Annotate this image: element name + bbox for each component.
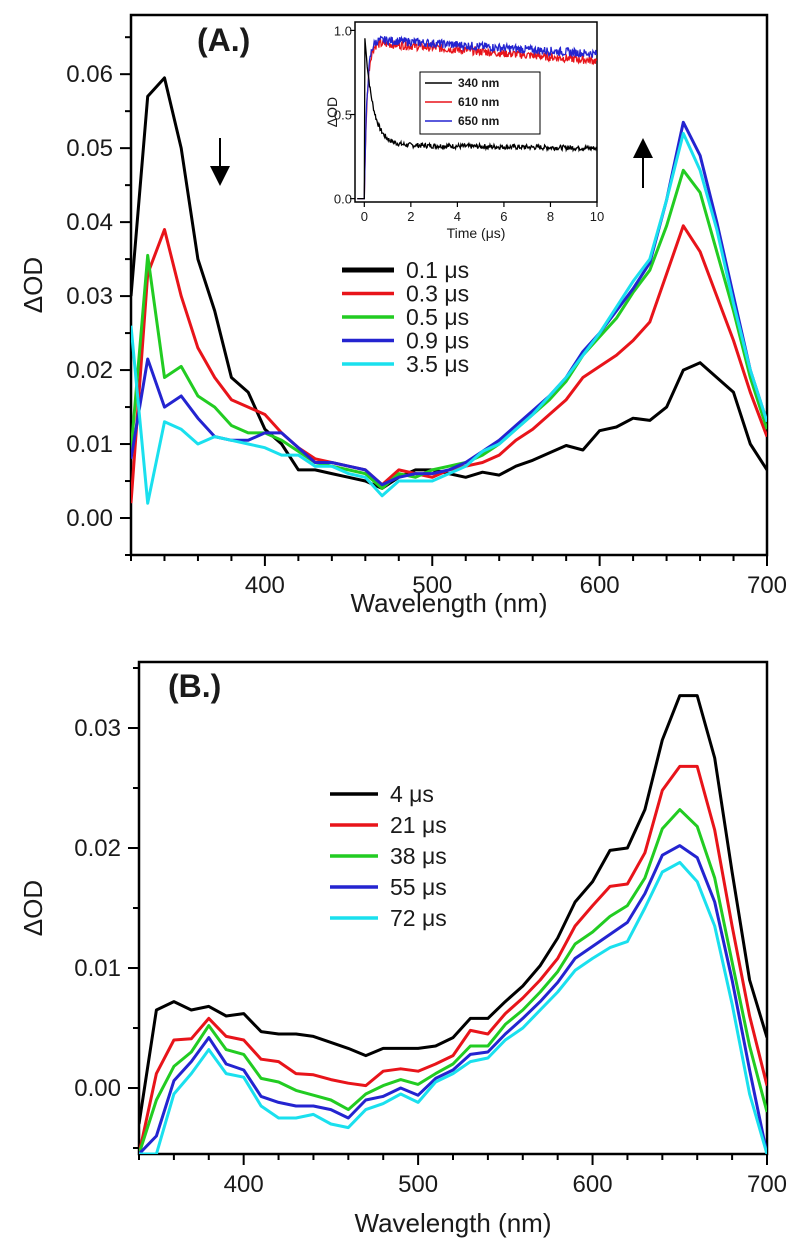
- x-tick-label-b: 500: [398, 1171, 438, 1198]
- legend-label-b-2: 38 μs: [390, 843, 447, 869]
- panel-a: 400 500 600 7000.000.010.020.030.040.050.06…: [18, 13, 787, 618]
- inset-traces: [357, 35, 597, 200]
- inset-y-title: ΔOD: [324, 97, 340, 127]
- inset-y-tick-label: 0.5: [334, 108, 352, 123]
- y-axis-title-b: ΔOD: [18, 880, 48, 936]
- legend-label-a-1: 0.3 μs: [406, 281, 469, 307]
- panel-label-b: (B.): [168, 668, 221, 704]
- panel-label-a: (A.): [197, 22, 250, 58]
- y-tick-label-a: 0.00: [66, 505, 113, 532]
- legend-label-a-3: 0.9 μs: [406, 328, 469, 354]
- inset-plot: 0 2 4 6 8 10 0.0 0.5 1.0 Time (μs) ΔOD 340 nm 610 nm…: [324, 21, 604, 241]
- x-tick-label-b: 400: [224, 1171, 264, 1198]
- inset-y-tick-label: 0.0: [334, 192, 352, 207]
- legend-label-b-3: 55 μs: [390, 874, 447, 900]
- inset-x-tick-label: 2: [407, 209, 414, 224]
- inset-x-tick-label: 8: [547, 209, 554, 224]
- x-axis-title-a: Wavelength (nm): [351, 588, 548, 618]
- legend-label-a-4: 3.5 μs: [406, 351, 469, 377]
- y-axis-title-a: ΔOD: [18, 257, 48, 313]
- inset-x-tick-label: 6: [500, 209, 507, 224]
- y-tick-label-a: 0.06: [66, 61, 113, 88]
- legend-label-b-1: 21 μs: [390, 812, 447, 838]
- legend-b: 4 μs 21 μs 38 μs 55 μs 72 μs: [330, 781, 447, 931]
- x-tick-label-b: 700: [747, 1171, 787, 1198]
- legend-label-a-0: 0.1 μs: [406, 257, 469, 283]
- series-group-b: [139, 694, 767, 1154]
- y-tick-label-b: 0.01: [74, 955, 121, 982]
- legend-label-b-0: 4 μs: [390, 781, 434, 807]
- series-line-a-2: [131, 168, 767, 490]
- y-tick-label-b: 0.02: [74, 835, 121, 862]
- y-tick-label-a: 0.04: [66, 209, 113, 236]
- inset-y-tick-label: 1.0: [334, 23, 352, 38]
- y-tick-label-a: 0.05: [66, 135, 113, 162]
- inset-legend-label-1: 610 nm: [458, 95, 499, 109]
- x-tick-label-a: 500: [412, 572, 452, 599]
- y-tick-label-b: 0.03: [74, 715, 121, 742]
- panel-b: 400 500 600 700 0.00 0.01 0.02 0.03 Wavelength (…: [18, 660, 787, 1238]
- series-group-a: [131, 76, 767, 505]
- y-tick-label-b: 0.00: [74, 1075, 121, 1102]
- legend-label-a-2: 0.5 μs: [406, 304, 469, 330]
- x-tick-label-a: 400: [245, 572, 285, 599]
- y-tick-label-a: 0.02: [66, 357, 113, 384]
- plot-frame-b: [137, 660, 769, 1156]
- y-tick-label-a: 0.03: [66, 283, 113, 310]
- inset-legend: 340 nm 610 nm 650 nm: [419, 71, 541, 135]
- series-line-b-2: [139, 808, 767, 1154]
- legend-a: 0.1 μs0.3 μs0.5 μs0.9 μs3.5 μs: [342, 257, 469, 377]
- x-tick-label-a: 600: [580, 572, 620, 599]
- series-line-a-4: [131, 131, 767, 505]
- series-line-b-1: [139, 764, 767, 1154]
- series-line-b-3: [139, 844, 767, 1154]
- inset-trace-2: [357, 35, 597, 200]
- legend-label-b-4: 72 μs: [390, 905, 447, 931]
- x-tick-label-a: 700: [747, 572, 787, 599]
- series-line-b-0: [139, 694, 767, 1125]
- inset-x-title: Time (μs): [447, 225, 506, 241]
- inset-x-tick-label: 0: [361, 209, 368, 224]
- inset-trace-0: [357, 38, 597, 200]
- series-line-b-4: [139, 860, 767, 1154]
- inset-legend-label-2: 650 nm: [458, 114, 499, 128]
- inset-legend-label-0: 340 nm: [458, 76, 499, 90]
- y-tick-label-a: 0.01: [66, 431, 113, 458]
- x-axis-title-b: Wavelength (nm): [355, 1208, 552, 1238]
- inset-x-tick-label: 10: [590, 209, 604, 224]
- x-tick-label-b: 600: [573, 1171, 613, 1198]
- inset-x-tick-label: 4: [454, 209, 461, 224]
